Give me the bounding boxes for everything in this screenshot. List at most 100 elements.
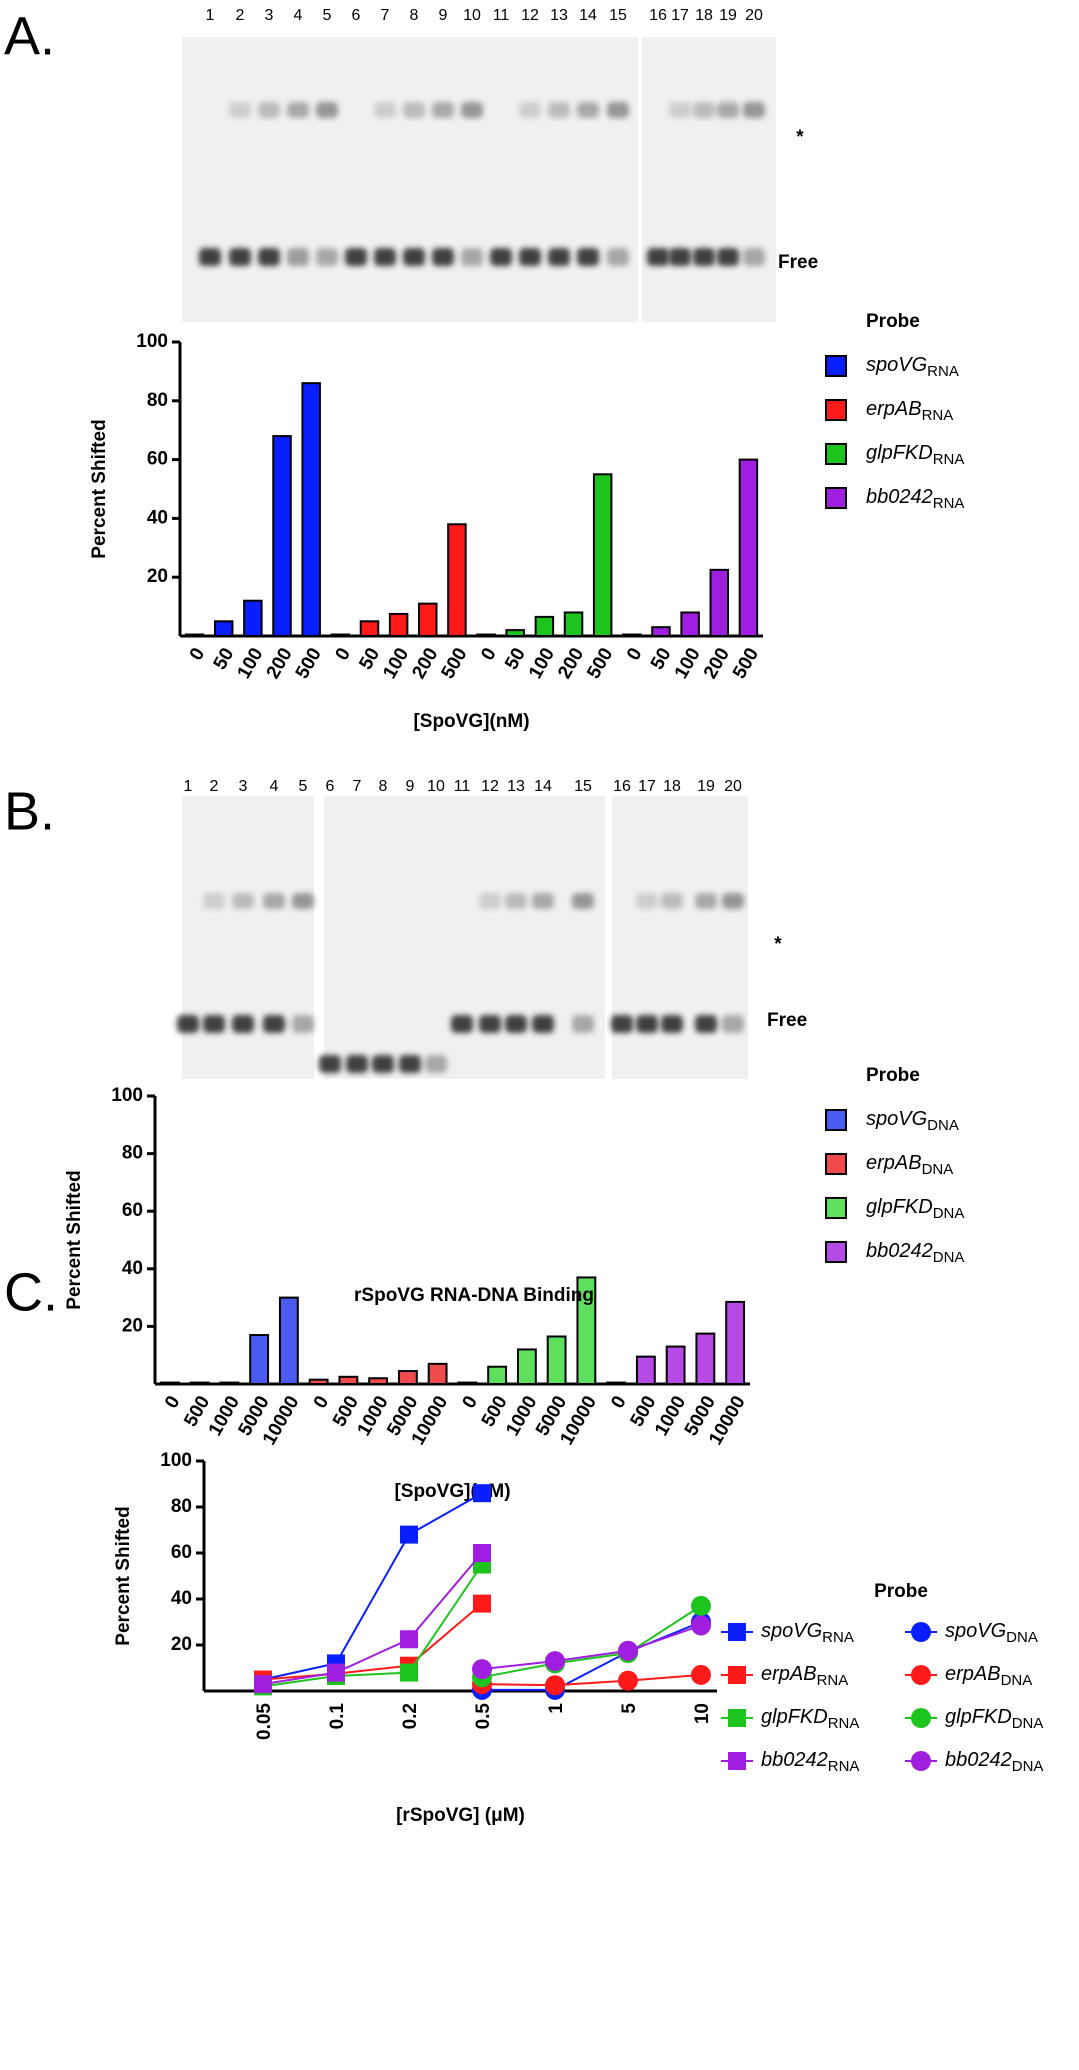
marker [618,1670,638,1691]
x-tick-label: 50 [355,645,384,674]
gel-band [374,102,396,118]
x-tick-label: 500 [292,645,326,683]
lane-number: 5 [323,7,332,24]
bar [738,458,759,637]
marker [327,1663,345,1682]
legend-title: Probe [874,1581,928,1602]
gel-band [743,102,765,118]
gel-band [661,1015,683,1033]
lane-number: 6 [326,778,335,795]
gel-band [722,1015,744,1033]
y-tick-label: 40 [171,1588,192,1609]
bar [505,629,525,637]
marker [473,1594,491,1613]
y-tick-label: 60 [122,1200,143,1221]
x-tick-label: 1 [546,1703,567,1714]
x-tick-label: 100 [671,645,705,683]
legend-label: glpFKDRNA [866,442,964,468]
gel-band [432,102,454,118]
x-tick-label: 0 [623,645,646,665]
gel-band [287,248,309,266]
gel-image [324,796,605,1079]
legend-swatch [825,1109,847,1131]
bar [159,1381,180,1386]
legend-swatch [825,1153,847,1175]
legend-name: bb0242 [761,1749,828,1771]
bar [397,1370,418,1386]
gel-band [292,1015,314,1033]
marker [728,1666,746,1684]
gel-band [695,893,717,909]
x-tick-label: 10 [692,1703,713,1724]
free-label: Free [767,1010,807,1031]
x-tick-label: 1000 [205,1393,244,1440]
legend-subscript: RNA [922,407,954,424]
gel-band [693,102,715,118]
gel-band [374,248,396,266]
y-tick-label: 20 [171,1634,192,1655]
gel-band [548,248,570,266]
lane-number: 12 [481,778,499,795]
bar [388,612,409,638]
marker [911,1622,931,1642]
legend-label: glpFKDDNA [945,1706,1043,1732]
gel-band [403,102,425,118]
gel-band [669,248,691,266]
bar [695,1332,716,1385]
lane-number: 1 [206,7,215,24]
lane-number: 13 [507,778,525,795]
gel-band [479,1015,501,1033]
marker [473,1544,491,1562]
gel-image [642,37,776,322]
bar [368,1377,389,1385]
legend-subscript: RNA [933,495,965,512]
gel-band [661,893,683,909]
legend-subscript: DNA [1006,1629,1038,1646]
lane-number: 9 [406,778,415,795]
lane-number: 4 [270,778,279,795]
gel-band [346,1055,368,1073]
lane-number: 16 [613,778,631,795]
legend-name: spoVG [866,354,927,376]
legend-name: erpAB [866,398,922,420]
legend-label: bb0242DNA [866,1240,964,1266]
gel-band [572,893,594,909]
legend-swatch [825,487,847,509]
legend-label: bb0242RNA [761,1749,859,1775]
x-tick-label: 500 [438,645,472,683]
lane-number: 14 [534,778,552,795]
gel-band [577,102,599,118]
legend-title: Probe [866,1065,920,1086]
marker [618,1640,638,1661]
lane-number: 3 [239,778,248,795]
y-axis-label: Percent Shifted [64,1170,85,1309]
legend-title: Probe [866,311,920,332]
gel-band [203,1015,225,1033]
legend-subscript: RNA [927,363,959,380]
gel-band [203,893,225,909]
legend-name: erpAB [945,1663,1001,1685]
gel-band [199,248,221,266]
gel-band [722,893,744,909]
bar [301,382,321,637]
lane-number: 5 [299,778,308,795]
y-tick-label: 80 [171,1496,192,1517]
bar [606,1381,627,1386]
y-axis-label: Percent Shifted [89,419,110,558]
gel-image [182,796,314,1079]
lane-number: 19 [697,778,715,795]
x-tick-label: 1000 [651,1393,690,1440]
x-tick-label: 0 [310,1393,333,1413]
legend-label: erpABDNA [945,1663,1032,1689]
gel-band [479,893,501,909]
bar [243,599,263,637]
gel-band [717,248,739,266]
marker [911,1708,931,1728]
marker [728,1709,746,1727]
y-tick-label: 100 [160,1450,192,1471]
lane-number: 13 [550,7,568,24]
x-tick-label: 100 [379,645,413,683]
x-tick-label: 5 [619,1703,640,1714]
gel-band [345,248,367,266]
bar [418,602,438,637]
